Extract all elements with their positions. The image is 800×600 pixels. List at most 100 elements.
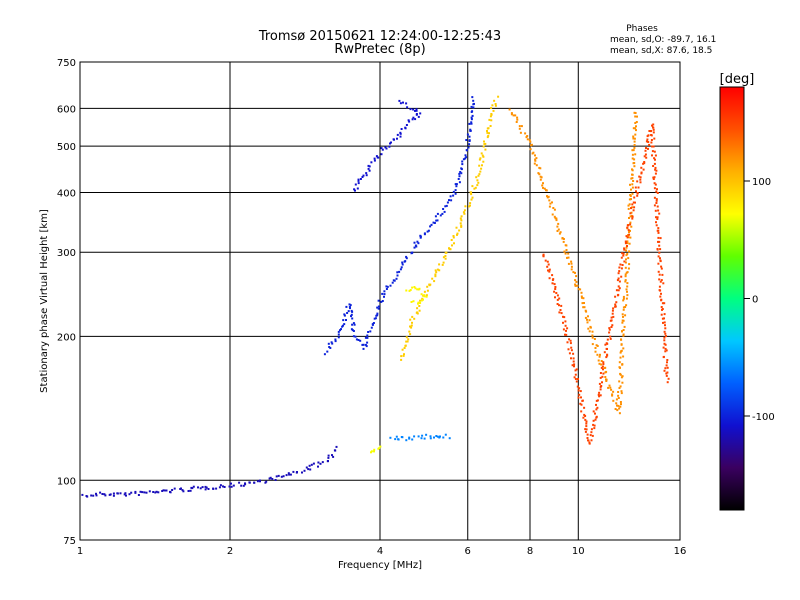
data-point (653, 182, 656, 185)
data-point (549, 202, 552, 205)
data-point (602, 361, 605, 364)
data-point (342, 319, 345, 322)
data-point (479, 157, 482, 160)
data-point (480, 167, 483, 170)
data-point (204, 485, 207, 488)
data-point (399, 268, 402, 271)
data-point (558, 232, 561, 235)
data-point (171, 489, 174, 491)
data-point (651, 150, 654, 153)
data-point (334, 449, 337, 452)
data-point (627, 229, 630, 232)
data-point (553, 283, 556, 286)
colorbar (719, 86, 745, 511)
data-point (405, 336, 408, 339)
data-point (473, 187, 476, 190)
data-point (199, 487, 202, 490)
data-point (611, 324, 614, 327)
data-point (412, 108, 415, 111)
data-point (489, 115, 492, 118)
data-point (643, 162, 646, 165)
data-point (662, 282, 665, 285)
data-point (451, 244, 453, 247)
data-point (380, 153, 383, 156)
data-point (559, 231, 562, 234)
data-point (548, 199, 551, 202)
data-point (618, 266, 621, 269)
data-point (403, 353, 405, 356)
data-point (604, 366, 607, 369)
data-point (624, 275, 627, 278)
data-point (664, 367, 667, 370)
data-point (480, 152, 483, 155)
data-point (627, 204, 630, 207)
data-point (581, 296, 583, 299)
data-point (626, 282, 629, 285)
data-point (633, 196, 636, 199)
data-point (399, 135, 402, 138)
data-point (659, 248, 662, 251)
data-point (190, 486, 193, 489)
data-point (621, 375, 624, 378)
data-point (95, 492, 97, 495)
data-point (569, 339, 572, 342)
data-point (460, 167, 463, 170)
data-point (81, 493, 84, 496)
data-point (312, 462, 315, 465)
data-point (429, 283, 432, 286)
data-point (654, 172, 657, 175)
data-point (652, 145, 655, 148)
x-tick-label: 10 (572, 546, 585, 557)
data-point (557, 222, 560, 225)
data-point (417, 242, 420, 245)
data-point (555, 292, 558, 294)
data-point (617, 277, 620, 280)
data-point (401, 263, 404, 266)
data-point (436, 212, 439, 215)
data-point (597, 359, 600, 362)
data-point (469, 129, 472, 132)
data-point (305, 466, 308, 469)
data-point (612, 315, 615, 318)
data-point (415, 109, 418, 112)
chart-subtitle: RwPretec (8p) (334, 42, 425, 57)
data-point (652, 176, 655, 179)
data-point (164, 489, 167, 492)
data-point (655, 198, 658, 201)
data-point (598, 382, 601, 385)
data-point (654, 183, 657, 186)
data-point (346, 312, 349, 314)
data-point (621, 252, 624, 255)
data-point (426, 289, 429, 292)
data-point (617, 272, 620, 275)
data-point (372, 322, 375, 324)
data-point (383, 293, 386, 296)
data-point (565, 329, 567, 332)
data-point (658, 244, 661, 247)
data-point (518, 125, 521, 128)
data-point (497, 95, 500, 98)
data-point (139, 490, 142, 493)
data-point (483, 140, 485, 143)
data-point (357, 178, 360, 181)
data-point (627, 267, 630, 270)
data-point (375, 155, 378, 158)
data-point (491, 104, 494, 107)
data-point (429, 225, 432, 228)
data-point (626, 242, 629, 245)
data-point (646, 138, 649, 141)
data-point (648, 143, 651, 146)
data-point (612, 307, 615, 310)
data-point (411, 118, 414, 121)
data-point (330, 341, 333, 344)
data-point (663, 369, 666, 372)
data-point (287, 472, 290, 475)
data-point (636, 115, 638, 118)
data-point (628, 198, 631, 201)
data-point (438, 263, 441, 266)
data-point (655, 224, 658, 227)
data-point (605, 378, 607, 381)
data-point (656, 218, 659, 220)
data-point (653, 176, 656, 179)
data-point (661, 317, 664, 320)
